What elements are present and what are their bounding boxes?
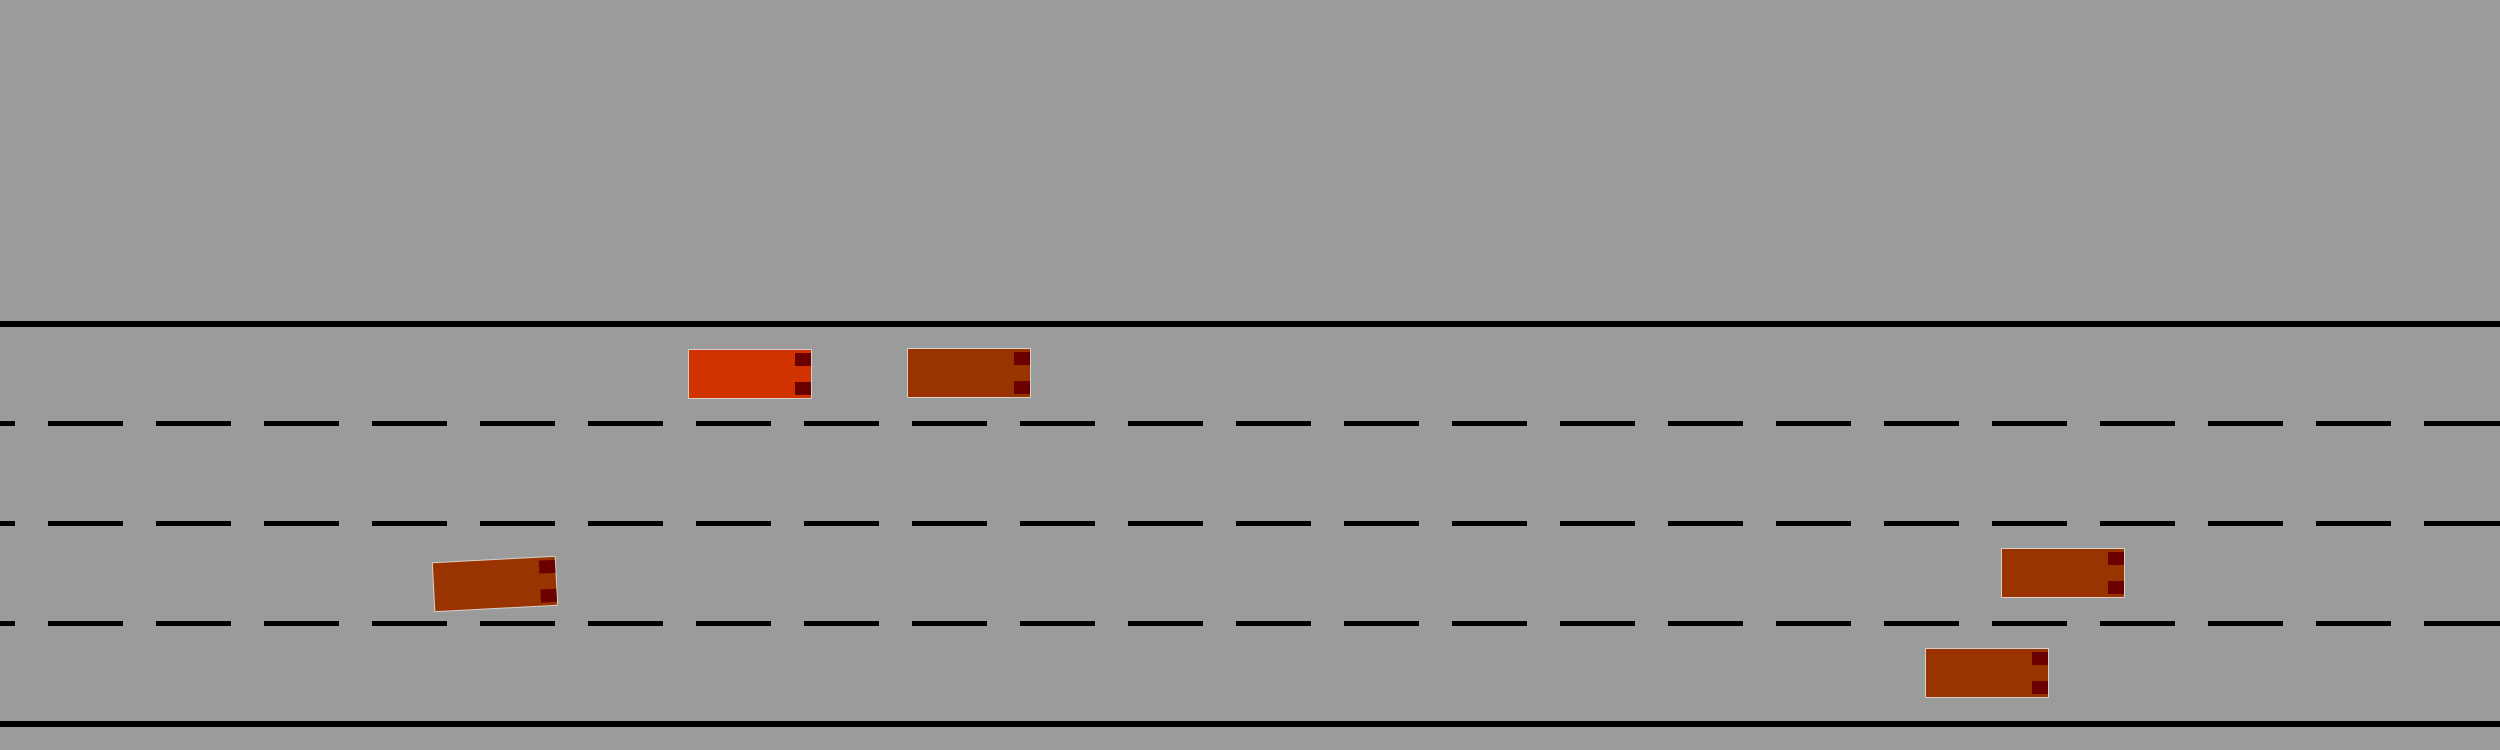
vehicle-3 bbox=[2001, 548, 2125, 598]
tail-light bbox=[2108, 581, 2124, 594]
tail-light bbox=[538, 559, 556, 574]
lane-divider-1 bbox=[0, 421, 2500, 426]
lane-divider-3 bbox=[0, 621, 2500, 626]
tail-light bbox=[540, 588, 558, 603]
ego-vehicle bbox=[688, 349, 812, 399]
tail-light bbox=[2032, 681, 2048, 694]
tail-light bbox=[1014, 352, 1030, 365]
road-top-edge bbox=[0, 321, 2500, 327]
tail-light bbox=[2032, 652, 2048, 665]
tail-light bbox=[795, 353, 811, 366]
tail-light bbox=[2108, 552, 2124, 565]
tail-light bbox=[1014, 381, 1030, 394]
tail-light bbox=[795, 382, 811, 395]
lane-divider-2 bbox=[0, 521, 2500, 526]
vehicle-4 bbox=[1925, 648, 2049, 698]
road-bottom-edge bbox=[0, 721, 2500, 727]
vehicle-2 bbox=[431, 555, 559, 613]
vehicle-1 bbox=[907, 348, 1031, 398]
